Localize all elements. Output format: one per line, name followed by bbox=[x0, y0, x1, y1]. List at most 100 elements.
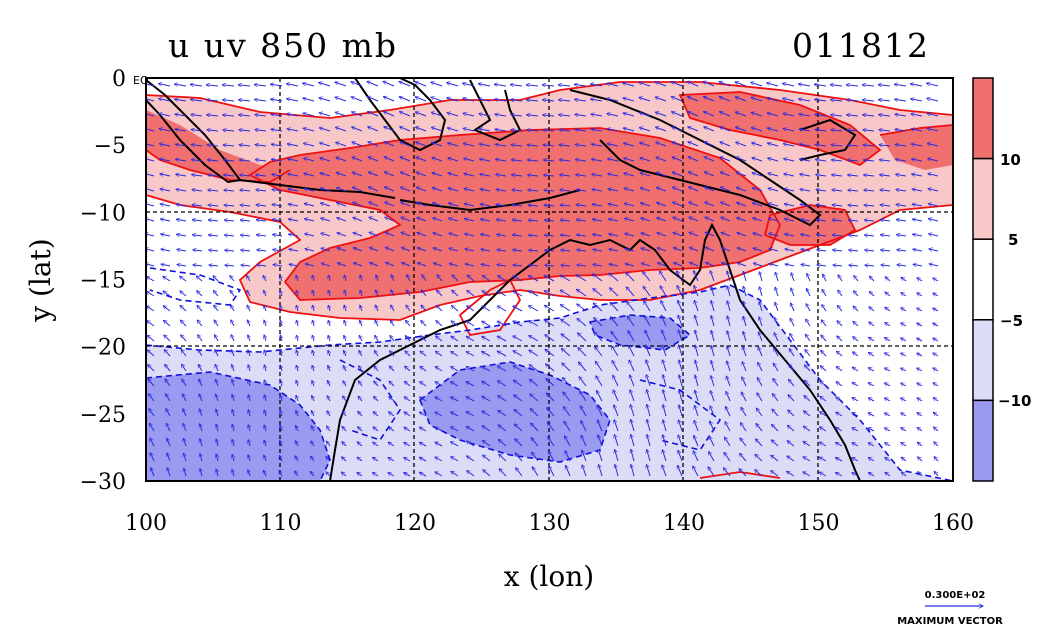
wind-vector bbox=[448, 158, 459, 162]
wind-vector bbox=[405, 336, 411, 342]
wind-vector bbox=[353, 233, 363, 237]
wind-vector bbox=[312, 290, 314, 297]
wind-vector bbox=[759, 272, 763, 282]
wind-vector bbox=[416, 157, 427, 162]
wind-vector bbox=[782, 83, 795, 87]
wind-vector bbox=[591, 114, 603, 116]
wind-vector bbox=[224, 190, 235, 191]
wind-vector bbox=[561, 265, 571, 266]
wind-vector bbox=[608, 219, 619, 221]
wind-vector bbox=[214, 320, 219, 327]
wind-vector bbox=[911, 159, 923, 161]
wind-vector bbox=[328, 275, 330, 282]
wind-vector bbox=[164, 320, 171, 327]
wind-vector bbox=[231, 320, 235, 327]
wind-vector bbox=[254, 100, 267, 102]
wind-vector bbox=[783, 114, 795, 117]
wind-vector bbox=[577, 265, 587, 266]
wind-vector bbox=[280, 290, 282, 297]
y-axis-ticks: 0 −5 −10 −15 −20 −25 −30 bbox=[80, 67, 126, 495]
wind-vector bbox=[288, 204, 299, 206]
wind-vector bbox=[822, 274, 827, 282]
wind-vector bbox=[420, 336, 427, 342]
wind-vector bbox=[789, 349, 795, 357]
wind-vector bbox=[448, 143, 459, 147]
wind-vector bbox=[432, 173, 443, 177]
wind-vector bbox=[911, 114, 923, 117]
x-tick-label: 160 bbox=[932, 511, 974, 536]
wind-vector bbox=[753, 263, 763, 267]
wind-vector bbox=[784, 204, 795, 206]
wind-vector bbox=[344, 275, 346, 282]
colorbar-segment bbox=[972, 238, 994, 321]
wind-vector bbox=[385, 232, 395, 237]
wind-vector bbox=[801, 264, 811, 266]
wind-vector bbox=[816, 190, 827, 192]
wind-vector bbox=[448, 173, 459, 177]
wind-vector bbox=[352, 142, 363, 147]
wind-vector bbox=[720, 187, 731, 192]
wind-vector bbox=[421, 290, 427, 297]
wind-vector bbox=[896, 174, 907, 176]
wind-vector bbox=[421, 320, 427, 327]
wind-vector bbox=[544, 190, 555, 191]
wind-vector bbox=[862, 100, 875, 101]
map-area bbox=[146, 78, 953, 481]
wind-vector bbox=[482, 351, 491, 357]
wind-vector bbox=[657, 248, 667, 252]
wind-vector bbox=[864, 235, 875, 236]
wind-vector bbox=[312, 350, 314, 357]
wind-vector bbox=[304, 204, 315, 207]
wind-vector bbox=[879, 160, 891, 161]
y-tick-label: −30 bbox=[80, 470, 126, 495]
wind-vector bbox=[644, 316, 651, 327]
wind-vector bbox=[497, 336, 507, 342]
wind-vector bbox=[560, 290, 571, 297]
wind-vector bbox=[881, 250, 891, 251]
wind-vector bbox=[353, 217, 363, 222]
x-tick-label: 130 bbox=[529, 511, 571, 536]
wind-vector bbox=[705, 202, 715, 207]
wind-vector bbox=[422, 275, 427, 282]
wind-vector bbox=[391, 305, 395, 312]
wind-vector bbox=[544, 235, 555, 236]
wind-vector bbox=[467, 306, 475, 312]
wind-vector bbox=[399, 97, 411, 102]
wind-vector bbox=[497, 321, 507, 327]
wind-vector bbox=[671, 97, 683, 102]
wind-vector bbox=[303, 128, 315, 132]
wind-vector bbox=[359, 350, 363, 357]
wind-vector bbox=[241, 250, 251, 251]
wind-vector bbox=[370, 263, 379, 267]
wind-vector bbox=[885, 277, 891, 282]
wind-vector bbox=[305, 249, 315, 251]
wind-vector bbox=[416, 142, 427, 147]
y-tick-label: −20 bbox=[80, 336, 126, 361]
wind-vector bbox=[360, 290, 362, 297]
wind-vector bbox=[447, 98, 459, 102]
wind-vector bbox=[463, 83, 475, 87]
wind-vector bbox=[816, 235, 827, 236]
wind-vector bbox=[846, 85, 859, 86]
wind-vector bbox=[435, 351, 443, 357]
wind-vector bbox=[163, 276, 171, 282]
wind-vector bbox=[705, 247, 715, 252]
colorbar-segment bbox=[972, 399, 994, 482]
wind-vector bbox=[206, 85, 219, 86]
wind-vector bbox=[767, 83, 779, 87]
wind-vector bbox=[289, 249, 299, 251]
wind-vector bbox=[774, 348, 779, 357]
wind-vector bbox=[575, 130, 587, 132]
wind-vector bbox=[197, 305, 203, 312]
wind-vector bbox=[727, 286, 731, 297]
wind-vector bbox=[208, 175, 219, 176]
wind-vector bbox=[655, 112, 667, 117]
wind-vector bbox=[432, 188, 443, 192]
wind-vector bbox=[753, 218, 763, 222]
wind-vector bbox=[704, 157, 715, 162]
wind-vector bbox=[625, 249, 635, 252]
wind-vector bbox=[482, 291, 491, 297]
wind-vector bbox=[451, 351, 459, 357]
wind-vector bbox=[248, 335, 250, 342]
wind-vector bbox=[626, 287, 635, 297]
